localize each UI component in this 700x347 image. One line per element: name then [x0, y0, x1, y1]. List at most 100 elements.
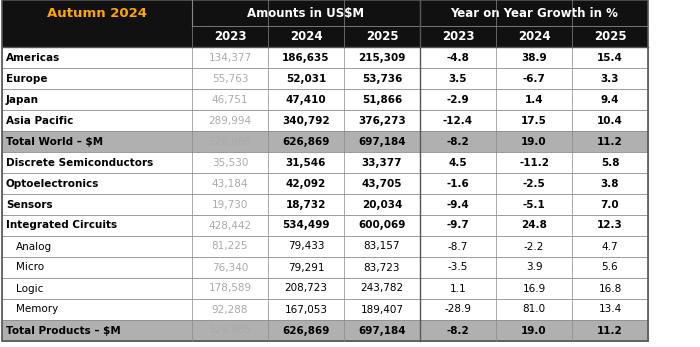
Text: -28.9: -28.9 — [444, 305, 472, 314]
Text: 38.9: 38.9 — [522, 52, 547, 62]
Bar — [2, 110, 648, 131]
Text: 19.0: 19.0 — [522, 325, 547, 336]
Text: 42,092: 42,092 — [286, 178, 326, 188]
Bar — [2, 299, 648, 320]
Bar — [2, 236, 648, 257]
Text: Analog: Analog — [16, 242, 52, 252]
Bar — [2, 89, 648, 110]
Text: 428,442: 428,442 — [209, 220, 251, 230]
Text: 16.9: 16.9 — [522, 283, 545, 294]
Text: Year on Year Growth in %: Year on Year Growth in % — [450, 7, 618, 19]
Bar — [2, 152, 648, 173]
Text: 2023: 2023 — [442, 30, 475, 43]
Bar — [2, 173, 648, 194]
Bar — [2, 194, 648, 215]
Text: 5.8: 5.8 — [601, 158, 620, 168]
Text: 79,291: 79,291 — [288, 262, 324, 272]
Text: Memory: Memory — [16, 305, 58, 314]
Text: 13.4: 13.4 — [598, 305, 622, 314]
Text: 31,546: 31,546 — [286, 158, 326, 168]
Text: 43,705: 43,705 — [362, 178, 402, 188]
Text: 2025: 2025 — [365, 30, 398, 43]
Text: 47,410: 47,410 — [286, 94, 326, 104]
Text: 243,782: 243,782 — [360, 283, 404, 294]
Text: 2023: 2023 — [214, 30, 246, 43]
Text: 33,377: 33,377 — [362, 158, 402, 168]
Text: 35,530: 35,530 — [212, 158, 248, 168]
Text: 626,869: 626,869 — [282, 136, 330, 146]
Text: 52,031: 52,031 — [286, 74, 326, 84]
Text: 2024: 2024 — [290, 30, 322, 43]
Text: 186,635: 186,635 — [282, 52, 330, 62]
Text: 626,869: 626,869 — [282, 325, 330, 336]
Text: -11.2: -11.2 — [519, 158, 549, 168]
Text: 81.0: 81.0 — [522, 305, 545, 314]
Text: Autumn 2024: Autumn 2024 — [47, 7, 147, 19]
Text: 3.9: 3.9 — [526, 262, 543, 272]
Bar — [2, 47, 648, 68]
Text: 340,792: 340,792 — [282, 116, 330, 126]
Bar — [2, 131, 648, 152]
Text: -4.8: -4.8 — [447, 52, 470, 62]
Text: Total World – $M: Total World – $M — [6, 136, 103, 146]
Bar — [2, 320, 648, 341]
Text: 697,184: 697,184 — [358, 325, 406, 336]
Text: -2.9: -2.9 — [447, 94, 469, 104]
Text: -12.4: -12.4 — [443, 116, 473, 126]
Text: Logic: Logic — [16, 283, 43, 294]
Text: 43,184: 43,184 — [211, 178, 248, 188]
Text: 51,866: 51,866 — [362, 94, 402, 104]
Text: -8.2: -8.2 — [447, 136, 470, 146]
Text: Europe: Europe — [6, 74, 48, 84]
Text: 19,730: 19,730 — [212, 200, 248, 210]
Text: 53,736: 53,736 — [362, 74, 402, 84]
Text: 3.8: 3.8 — [601, 178, 620, 188]
Text: 134,377: 134,377 — [209, 52, 251, 62]
Text: 208,723: 208,723 — [284, 283, 328, 294]
Text: 289,994: 289,994 — [209, 116, 251, 126]
Text: 178,589: 178,589 — [209, 283, 251, 294]
Text: 19.0: 19.0 — [522, 136, 547, 146]
Text: 83,157: 83,157 — [364, 242, 400, 252]
Text: -9.4: -9.4 — [447, 200, 470, 210]
Text: 376,273: 376,273 — [358, 116, 406, 126]
Text: Japan: Japan — [6, 94, 39, 104]
Text: 1.1: 1.1 — [449, 283, 466, 294]
Text: 215,309: 215,309 — [358, 52, 406, 62]
Text: 7.0: 7.0 — [601, 200, 620, 210]
Text: 83,723: 83,723 — [364, 262, 400, 272]
Text: 526,885: 526,885 — [209, 136, 251, 146]
Text: Amounts in US$M: Amounts in US$M — [247, 7, 365, 19]
Text: -8.7: -8.7 — [448, 242, 468, 252]
Text: 46,751: 46,751 — [211, 94, 248, 104]
Text: 2025: 2025 — [594, 30, 626, 43]
Text: 16.8: 16.8 — [598, 283, 622, 294]
Text: 534,499: 534,499 — [282, 220, 330, 230]
Bar — [2, 68, 648, 89]
Bar — [2, 257, 648, 278]
Bar — [2, 278, 648, 299]
Text: 81,225: 81,225 — [211, 242, 248, 252]
Text: Americas: Americas — [6, 52, 60, 62]
Text: Total Products – $M: Total Products – $M — [6, 325, 120, 336]
Text: 526,885: 526,885 — [209, 325, 251, 336]
Text: 4.5: 4.5 — [449, 158, 468, 168]
Text: -5.1: -5.1 — [523, 200, 545, 210]
Text: 24.8: 24.8 — [521, 220, 547, 230]
Text: 79,433: 79,433 — [288, 242, 324, 252]
Text: 17.5: 17.5 — [521, 116, 547, 126]
Text: 1.4: 1.4 — [525, 94, 543, 104]
Bar — [2, 215, 648, 236]
Text: 18,732: 18,732 — [286, 200, 326, 210]
Text: 2024: 2024 — [518, 30, 550, 43]
Text: Asia Pacific: Asia Pacific — [6, 116, 74, 126]
Text: 12.3: 12.3 — [597, 220, 623, 230]
Text: -2.2: -2.2 — [524, 242, 544, 252]
Text: 11.2: 11.2 — [597, 136, 623, 146]
Text: 20,034: 20,034 — [362, 200, 402, 210]
Text: -9.7: -9.7 — [447, 220, 470, 230]
Bar — [2, 26, 648, 47]
Text: 92,288: 92,288 — [211, 305, 248, 314]
Text: 15.4: 15.4 — [597, 52, 623, 62]
Text: 9.4: 9.4 — [601, 94, 620, 104]
